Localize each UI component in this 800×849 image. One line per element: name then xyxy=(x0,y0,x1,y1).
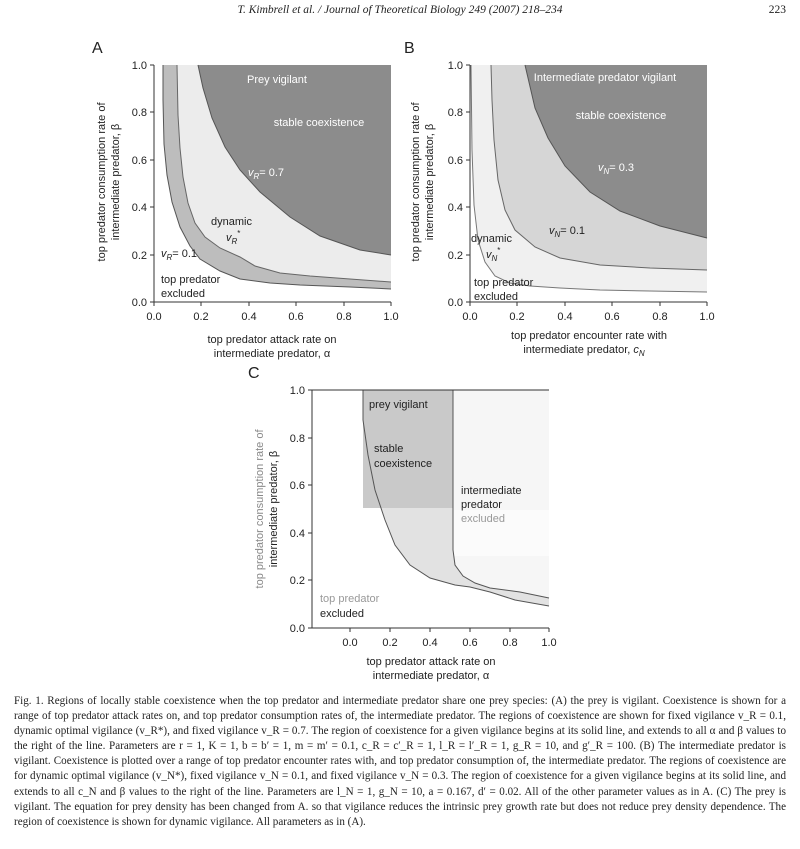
panel-a-label-prey-vigilant: Prey vigilant xyxy=(247,74,307,86)
panel-c-ylabel-1: top predator consumption rate of xyxy=(254,429,266,589)
panel-c-label-excluded-2: excluded xyxy=(320,608,364,620)
panel-c-xlabel-1: top predator attack rate on xyxy=(366,656,495,668)
panel-c-letter: C xyxy=(248,365,260,382)
panel-a-letter: A xyxy=(92,40,103,57)
panel-a-xtick: 0.2 xyxy=(193,311,208,323)
panel-c-label-int-2: predator xyxy=(461,499,502,511)
panel-a-label-stable-coexistence: stable coexistence xyxy=(274,117,365,129)
panel-a-xtick: 0.0 xyxy=(146,311,161,323)
panel-a-ytick: 0.8 xyxy=(132,107,147,119)
panel-c-xlabel-2: intermediate predator, α xyxy=(373,670,490,682)
panel-c-curve-lower xyxy=(362,390,550,607)
panel-a-ytick: 0.2 xyxy=(132,250,147,262)
panel-b-label-vn-star: vN* xyxy=(486,246,500,263)
panel-b-label-v-low: vN= 0.1 xyxy=(549,225,585,239)
panel-b-label-excluded-2: excluded xyxy=(474,291,518,303)
panel-b-ytick: 0.8 xyxy=(448,107,463,119)
panel-a-region-low xyxy=(177,65,391,282)
panel-b-region-high xyxy=(525,65,707,238)
panel-c-xtick: 1.0 xyxy=(541,637,556,649)
panel-a-label-dynamic: dynamic xyxy=(211,216,252,228)
panel-c-label-int-1: intermediate xyxy=(461,485,522,497)
panel-b-ylabel-1: top predator consumption rate of xyxy=(410,102,422,262)
panel-a-region-excluded xyxy=(154,65,391,302)
panel-c: C 1.0 0.8 0.6 0.4 0.2 0.0 0.0 0.2 0.4 0.… xyxy=(248,365,557,682)
panel-a-ytick: 0.0 xyxy=(132,297,147,309)
panel-c-ytick: 0.6 xyxy=(290,480,305,492)
panel-b-label-stable-coexistence: stable coexistence xyxy=(576,110,667,122)
page-number: 223 xyxy=(768,4,786,16)
panel-c-xtick: 0.8 xyxy=(502,637,517,649)
panel-b: B 1.0 0.8 0.6 0.4 0.2 0.0 0.0 0.2 0.4 0.… xyxy=(404,40,715,358)
panel-b-region-low xyxy=(491,65,707,270)
panel-c-ytick: 0.0 xyxy=(290,623,305,635)
panel-a-curve-high xyxy=(197,64,392,256)
panel-a-xlabel-1: top predator attack rate on xyxy=(207,334,336,346)
panel-a-curve-dynamic xyxy=(176,64,392,283)
panel-b-xlabel-1: top predator encounter rate with xyxy=(511,330,667,342)
panel-a-curve-low xyxy=(162,65,392,290)
panel-b-xtick: 0.2 xyxy=(509,311,524,323)
panel-c-xtick: 0.6 xyxy=(462,637,477,649)
panel-a-xtick: 0.8 xyxy=(336,311,351,323)
figure-caption: Fig. 1. Regions of locally stable coexis… xyxy=(14,695,786,828)
panel-c-label-excluded-1: top predator xyxy=(320,593,380,605)
panel-b-label-v-high: vN= 0.3 xyxy=(598,162,634,176)
panel-c-region-excluded xyxy=(312,390,549,628)
figure-svg: A 1.0 0.8 0.6 0.4 0.2 0.0 0.0 0.2 0.4 0.… xyxy=(92,40,715,682)
panel-b-letter: B xyxy=(404,40,415,57)
panel-c-xtick: 0.2 xyxy=(382,637,397,649)
panel-a: A 1.0 0.8 0.6 0.4 0.2 0.0 0.0 0.2 0.4 0.… xyxy=(92,40,399,360)
panel-c-region-stable xyxy=(363,390,453,508)
panel-a-ytick: 0.6 xyxy=(132,155,147,167)
panel-b-ytick: 0.2 xyxy=(448,250,463,262)
panel-b-xtick: 1.0 xyxy=(699,311,714,323)
panel-a-xtick: 1.0 xyxy=(383,311,398,323)
panel-c-xtick: 0.0 xyxy=(342,637,357,649)
panel-b-label-excluded-1: top predator xyxy=(474,277,534,289)
panel-a-label-excluded-1: top predator xyxy=(161,274,221,286)
panel-b-region-excluded xyxy=(470,65,707,302)
panel-a-ytick: 1.0 xyxy=(132,60,147,72)
panel-a-ylabel-1: top predator consumption rate of xyxy=(96,102,108,262)
journal-header: T. Kimbrell et al. / Journal of Theoreti… xyxy=(237,4,563,16)
panel-c-xtick: 0.4 xyxy=(422,637,437,649)
panel-c-curve-upper xyxy=(452,390,550,599)
panel-a-label-vr-star: vR* xyxy=(226,229,240,246)
panel-c-label-int-3: excluded xyxy=(461,513,505,525)
panel-c-label-prey-vigilant: prey vigilant xyxy=(369,399,428,411)
panel-a-label-v-low: vR= 0.1 xyxy=(161,248,197,262)
panel-b-xtick: 0.6 xyxy=(604,311,619,323)
panel-c-ytick: 0.2 xyxy=(290,575,305,587)
panel-c-ytick: 0.4 xyxy=(290,528,305,540)
panel-a-ytick: 0.4 xyxy=(132,202,147,214)
panel-b-curve-low xyxy=(490,64,708,271)
panel-a-xtick: 0.6 xyxy=(288,311,303,323)
panel-b-xtick: 0.8 xyxy=(652,311,667,323)
panel-b-label-dynamic: dynamic xyxy=(471,233,512,245)
panel-b-curve-dynamic xyxy=(470,64,708,293)
panel-c-ytick: 1.0 xyxy=(290,385,305,397)
panel-b-ytick: 0.6 xyxy=(448,155,463,167)
panel-b-ytick: 0.0 xyxy=(448,297,463,309)
panel-b-label-title: Intermediate predator vigilant xyxy=(534,72,676,84)
panel-a-label-excluded-2: excluded xyxy=(161,288,205,300)
panel-c-ytick: 0.8 xyxy=(290,433,305,445)
panel-c-ylabel-2: intermediate predator, β xyxy=(268,451,280,567)
panel-a-ylabel-2: intermediate predator, β xyxy=(110,124,122,240)
panel-b-ytick: 1.0 xyxy=(448,60,463,72)
panel-a-xlabel-2: intermediate predator, α xyxy=(214,348,331,360)
panel-c-label-stable-2: coexistence xyxy=(374,458,432,470)
panel-b-xtick: 0.0 xyxy=(462,311,477,323)
panel-b-ylabel-2: intermediate predator, β xyxy=(424,124,436,240)
panel-b-xlabel-2: intermediate predator, cN xyxy=(523,344,645,358)
panel-a-xtick: 0.4 xyxy=(241,311,256,323)
panel-a-region-high xyxy=(198,65,391,255)
panel-b-curve-high xyxy=(524,64,708,239)
panel-c-label-stable-1: stable xyxy=(374,443,403,455)
panel-a-label-v-high: vR= 0.7 xyxy=(248,167,284,181)
panel-b-xtick: 0.4 xyxy=(557,311,572,323)
panel-b-ytick: 0.4 xyxy=(448,202,463,214)
